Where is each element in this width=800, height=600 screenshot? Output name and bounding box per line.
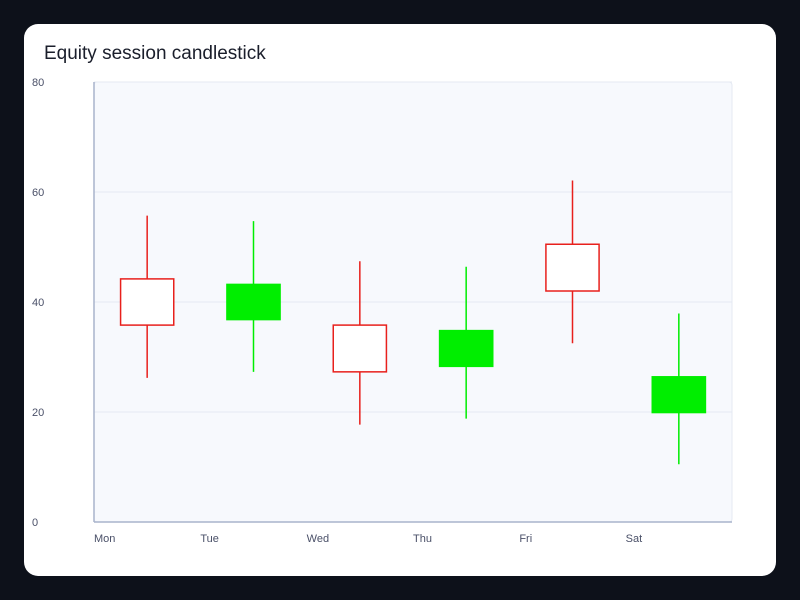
y-tick-label: 20	[32, 407, 44, 419]
x-tick-label: Sat	[626, 533, 643, 545]
x-tick-label: Fri	[519, 533, 532, 545]
candle-fri	[545, 180, 600, 344]
y-tick-label: 60	[32, 187, 44, 199]
candle-body	[119, 278, 175, 326]
candle-body	[651, 376, 707, 414]
x-tick-labels: Mon Tue Wed Thu Fri Sat	[94, 533, 642, 545]
candlestick-chart: 0 20 40 60 80 Mon Tue Wed Thu Fri Sat	[32, 77, 733, 545]
candle-body	[226, 283, 281, 321]
candle-body	[545, 243, 600, 292]
x-tick-label: Mon	[94, 533, 115, 545]
candle-wed	[332, 261, 388, 425]
y-tick-label: 0	[32, 517, 38, 529]
x-tick-label: Tue	[200, 533, 219, 545]
chart-title: Equity session candlestick	[44, 43, 266, 64]
candle-sat	[651, 313, 707, 465]
candle-body	[332, 324, 388, 373]
x-tick-label: Wed	[307, 533, 329, 545]
candle-body	[438, 329, 494, 368]
candles	[119, 180, 707, 465]
axes	[93, 82, 732, 523]
candle-thu	[438, 266, 494, 419]
y-tick-label: 40	[32, 297, 44, 309]
x-tick-label: Thu	[413, 533, 432, 545]
chart-card: Equity session candlestick 0 20 40 60 80 Mon…	[24, 24, 776, 576]
y-tick-labels: 0 20 40 60 80	[32, 77, 44, 529]
gridlines	[94, 81, 732, 413]
candle-mon	[119, 215, 175, 378]
candle-tue	[226, 221, 281, 372]
y-tick-label: 80	[32, 77, 44, 89]
